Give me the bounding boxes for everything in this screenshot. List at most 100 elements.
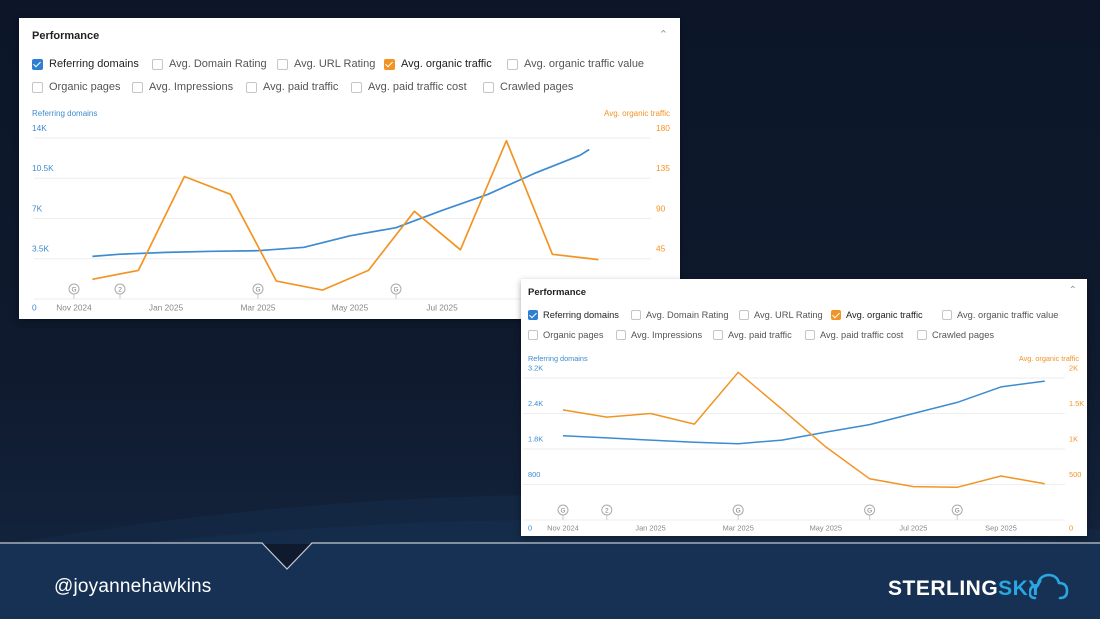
metric-option-label: Organic pages <box>49 81 121 93</box>
google-update-marker[interactable]: G <box>68 283 80 299</box>
metric-option-label: Avg. organic traffic <box>401 58 492 70</box>
right-axis-title: Avg. organic traffic <box>1018 354 1079 363</box>
metric-option[interactable]: Avg. Domain Rating <box>631 310 729 320</box>
google-update-marker[interactable]: G <box>864 504 876 520</box>
checkbox[interactable] <box>132 81 143 93</box>
checkbox[interactable] <box>528 330 538 340</box>
checkbox[interactable] <box>384 58 395 70</box>
performance-panel-1: Performance ⌃ Referring domains Avg. Doma… <box>19 18 680 319</box>
metric-option[interactable]: Crawled pages <box>483 81 573 93</box>
metric-option[interactable]: Avg. URL Rating <box>277 58 375 70</box>
cloud-icon <box>1028 573 1069 600</box>
metric-option[interactable]: Avg. Impressions <box>132 81 233 93</box>
metric-option-label: Avg. Impressions <box>149 81 234 93</box>
metric-option-label: Avg. Impressions <box>631 330 703 340</box>
google-update-marker[interactable]: G <box>951 504 963 520</box>
referring-domains-line <box>92 148 590 258</box>
checkbox[interactable] <box>805 330 815 340</box>
metric-option-label: Avg. URL Rating <box>754 310 823 320</box>
svg-text:2: 2 <box>118 286 122 293</box>
metric-option[interactable]: Referring domains <box>528 310 619 320</box>
right-tick-label: 500 <box>1069 470 1081 479</box>
organic-traffic-line <box>92 139 599 291</box>
svg-text:G: G <box>736 507 741 514</box>
metric-option[interactable]: Crawled pages <box>917 330 994 340</box>
google-update-marker[interactable]: G <box>252 283 264 299</box>
checkbox[interactable] <box>483 81 494 93</box>
x-tick-label: Nov 2024 <box>56 302 92 312</box>
checkbox[interactable] <box>152 58 163 70</box>
svg-text:2: 2 <box>605 507 609 514</box>
metric-option-label: Avg. Domain Rating <box>169 58 267 70</box>
checkbox[interactable] <box>32 58 43 70</box>
google-update-marker[interactable]: 2 <box>601 504 613 520</box>
checkbox[interactable] <box>616 330 626 340</box>
metric-option-label: Organic pages <box>543 330 604 340</box>
left-axis-title: Referring domains <box>528 354 588 363</box>
svg-text:G: G <box>393 286 398 293</box>
metric-option[interactable]: Avg. organic traffic <box>384 58 492 70</box>
metric-option-label: Avg. paid traffic cost <box>368 81 467 93</box>
left-tick-label: 3.2K <box>528 364 543 373</box>
checkbox[interactable] <box>351 81 362 93</box>
metric-option-label: Avg. organic traffic value <box>957 310 1059 320</box>
right-tick-label: 0 <box>1069 524 1073 533</box>
x-tick-label: Sep 2025 <box>985 524 1017 533</box>
metric-option[interactable]: Avg. paid traffic cost <box>351 81 467 93</box>
checkbox[interactable] <box>713 330 723 340</box>
metric-option[interactable]: Avg. organic traffic <box>831 310 923 320</box>
right-tick-label: 135 <box>656 163 670 173</box>
svg-text:G: G <box>255 286 260 293</box>
right-tick-label: 1K <box>1069 435 1078 444</box>
metric-option[interactable]: Organic pages <box>32 81 121 93</box>
metric-option[interactable]: Avg. paid traffic <box>246 81 338 93</box>
svg-text:G: G <box>560 507 565 514</box>
left-tick-label: 3.5K <box>32 244 50 254</box>
metric-option-label: Avg. Domain Rating <box>646 310 729 320</box>
metric-option[interactable]: Avg. Domain Rating <box>152 58 267 70</box>
checkbox[interactable] <box>246 81 257 93</box>
metric-option[interactable]: Organic pages <box>528 330 603 340</box>
metric-option[interactable]: Avg. URL Rating <box>739 310 823 320</box>
metric-option-label: Avg. organic traffic <box>846 310 923 320</box>
metric-option-label: Referring domains <box>49 58 139 70</box>
x-tick-label: May 2025 <box>810 524 842 533</box>
left-tick-label: 2.4K <box>528 399 543 408</box>
x-tick-label: Jan 2025 <box>635 524 665 533</box>
google-update-marker[interactable]: G <box>557 504 569 520</box>
metric-option[interactable]: Avg. paid traffic cost <box>805 330 903 340</box>
metric-option[interactable]: Avg. organic traffic value <box>942 310 1058 320</box>
metric-option[interactable]: Avg. Impressions <box>616 330 702 340</box>
x-tick-label: Jul 2025 <box>899 524 927 533</box>
x-tick-label: Jul 2025 <box>426 302 458 312</box>
left-tick-label: 0 <box>32 302 37 312</box>
metric-option-label: Crawled pages <box>932 330 995 340</box>
checkbox[interactable] <box>831 310 841 320</box>
performance-panel-2: Performance ⌃ Referring domains Avg. Doma… <box>521 279 1087 536</box>
checkbox[interactable] <box>942 310 952 320</box>
x-tick-label: May 2025 <box>332 302 369 312</box>
metric-option[interactable]: Avg. paid traffic <box>713 330 792 340</box>
right-tick-label: 1.5K <box>1069 399 1084 408</box>
google-update-marker[interactable]: 2 <box>114 283 126 299</box>
metric-option-label: Avg. paid traffic cost <box>820 330 904 340</box>
checkbox[interactable] <box>32 81 43 93</box>
svg-text:G: G <box>867 507 872 514</box>
chevron-up-icon[interactable]: ⌃ <box>658 29 668 41</box>
checkbox[interactable] <box>528 310 538 320</box>
metric-option-label: Avg. URL Rating <box>294 58 376 70</box>
panel-title: Performance <box>528 287 587 298</box>
checkbox[interactable] <box>739 310 749 320</box>
google-update-marker[interactable]: G <box>390 283 402 299</box>
metric-option-label: Avg. organic traffic value <box>524 58 645 70</box>
chevron-up-icon[interactable]: ⌃ <box>1068 285 1077 296</box>
metric-option[interactable]: Avg. organic traffic value <box>507 58 644 70</box>
performance-chart: 0 3.5K 7K 10.5K 14K 45 90 135 180 Nov 2024 Jan 202… <box>32 123 670 313</box>
metric-option[interactable]: Referring domains <box>32 58 139 70</box>
checkbox[interactable] <box>507 58 518 70</box>
left-tick-label: 14K <box>32 123 47 133</box>
google-update-marker[interactable]: G <box>732 504 744 520</box>
checkbox[interactable] <box>631 310 641 320</box>
checkbox[interactable] <box>277 58 288 70</box>
checkbox[interactable] <box>917 330 927 340</box>
